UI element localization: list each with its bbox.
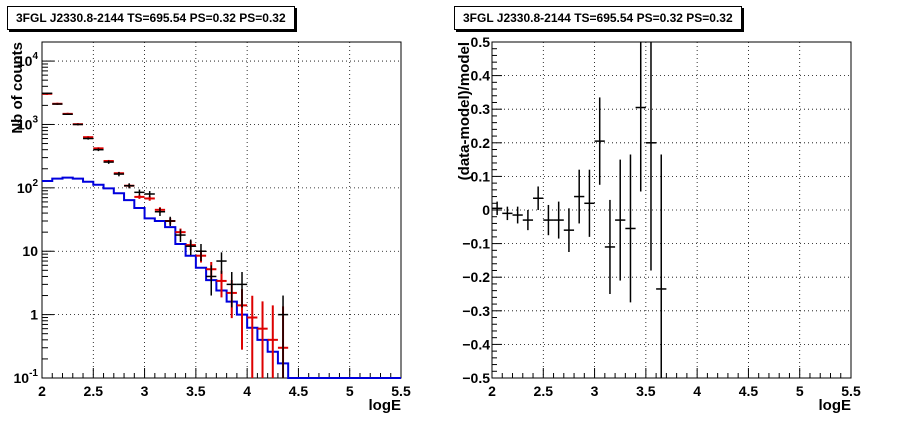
x-tick-label: 5 [346,383,354,399]
x-tick-label: 5 [796,383,804,399]
y-tick-label: 1 [30,307,38,323]
x-tick-label: 3 [591,383,599,399]
y-tick-label: 0.4 [471,68,491,84]
x-tick-label: 4 [693,383,701,399]
x-tick-label: 4.5 [739,383,759,399]
y-tick-label: −0.5 [462,370,490,386]
x-tick-label: 2.5 [534,383,554,399]
x-tick-label: 3.5 [636,383,656,399]
y-axis-label: Nb of counts [9,42,26,134]
x-tick-label: 2.5 [84,383,104,399]
x-axis-label: logE [369,397,402,414]
y-tick-label: −0.2 [462,269,490,285]
y-tick-label: 0 [482,202,490,218]
x-tick-label: 5.5 [391,383,411,399]
x-tick-label: 2 [38,383,46,399]
source-model-line [42,176,401,379]
y-tick-label: −0.4 [462,336,490,352]
x-tick-label: 5.5 [841,383,861,399]
residuals-panel: 2 2.5 3 3.5 4 4.5 5 5.5 −0.5 −0.4 −0.3 −0.2 −0.1 0 0.1… [456,34,861,414]
plot-frame [41,41,402,379]
y-tick-label: 0.5 [471,34,491,50]
counts-panel: 2 2.5 3 3.5 4 4.5 5 5.5 10-1 1 10 102 103 104 logE Nb o… [9,41,411,414]
y-tick-label: 10-1 [14,368,39,386]
x-tick-label: 4.5 [289,383,309,399]
x-axis-label: logE [819,397,852,414]
plot-background [42,42,401,378]
left-panel-title: 3FGL J2330.8-2144 TS=695.54 PS=0.32 PS=0… [7,6,295,30]
y-tick-label: 102 [17,178,39,196]
y-tick-label: −0.1 [462,236,490,252]
x-tick-label: 2 [488,383,496,399]
x-tick-label: 3.5 [186,383,206,399]
right-panel-title: 3FGL J2330.8-2144 TS=695.54 PS=0.32 PS=0… [454,6,742,30]
y-axis-label: (data-model)/model [456,42,473,180]
y-tick-label: 0.1 [471,168,491,184]
y-tick-label: 104 [17,51,39,69]
y-tick-label: 10 [22,243,38,259]
y-tick-label: 0.3 [471,101,491,117]
y-tick-label: 103 [17,114,39,132]
x-tick-label: 4 [243,383,251,399]
x-tick-label: 3 [141,383,149,399]
plot-background [492,42,851,378]
y-tick-label: −0.3 [462,303,490,319]
y-tick-label: 0.2 [471,135,491,151]
